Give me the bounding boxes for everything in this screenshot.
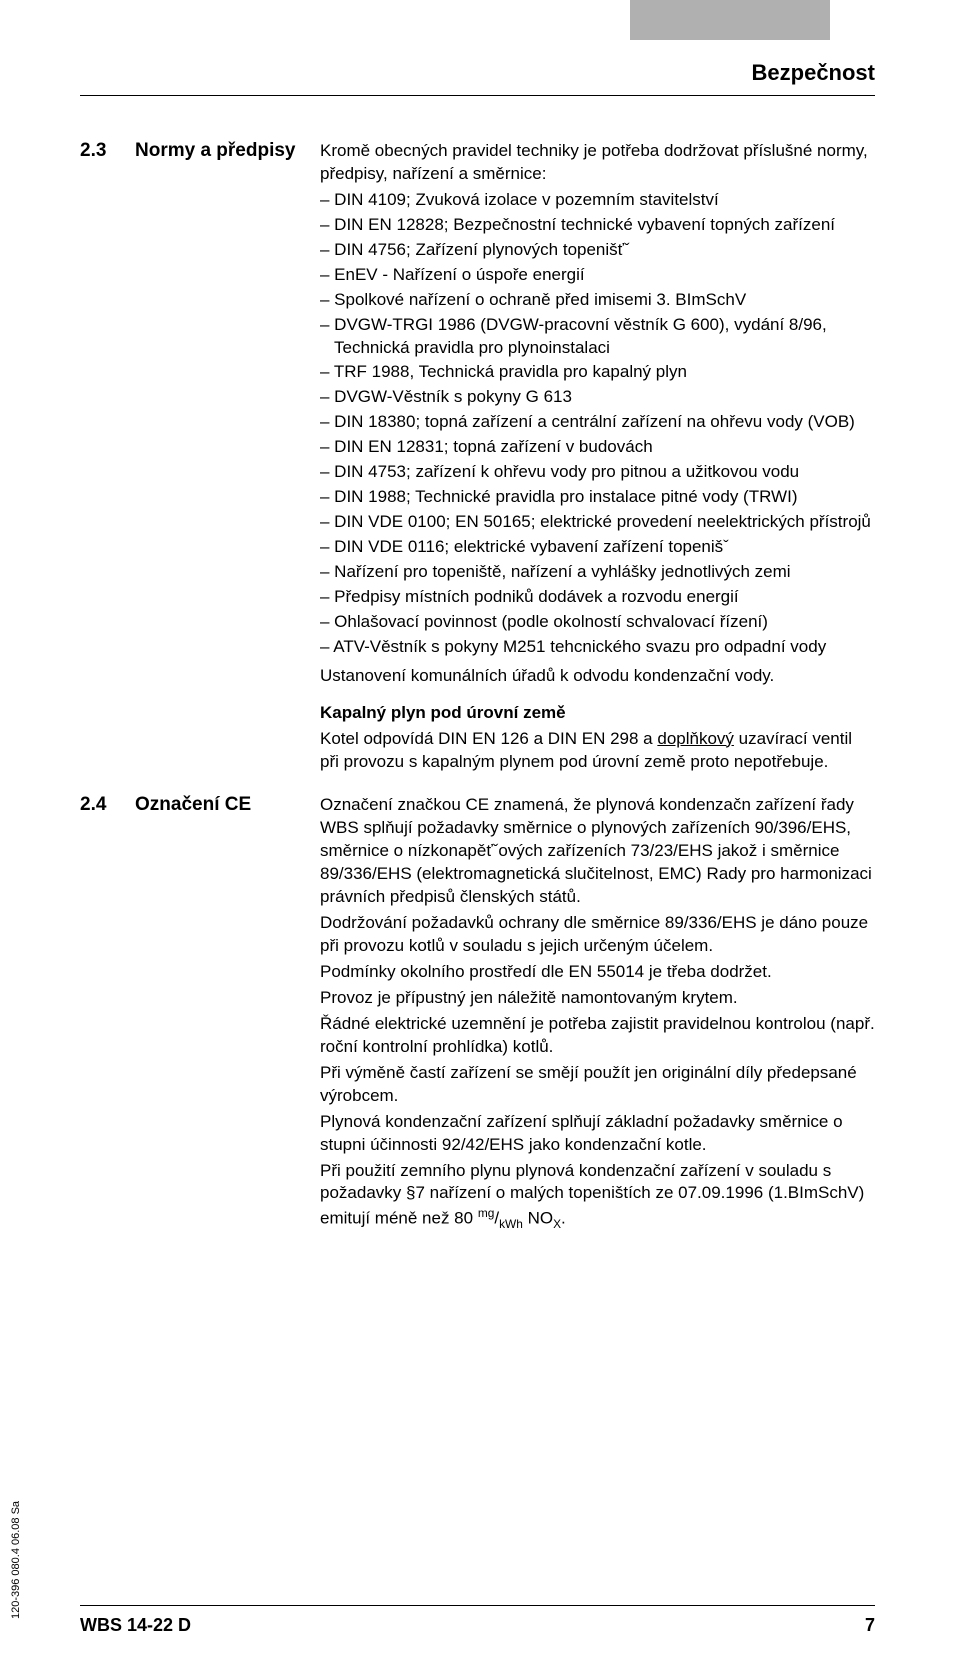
text-fragment: Při použití zemního plynu plynová konden… xyxy=(320,1161,864,1229)
content-area: 2.3 Normy a předpisy Kromě obecných prav… xyxy=(80,140,875,1253)
list-item: – ATV-Věstník s pokyny M251 tehcnického … xyxy=(320,636,875,659)
list-item: – DIN 4753; zařízení k ohřevu vody pro p… xyxy=(320,461,875,484)
section-number: 2.3 xyxy=(80,140,135,776)
section-body: Označení značkou CE znamená, že plynová … xyxy=(320,794,875,1235)
spine-text: 120-396 080.4 06.08 Sa xyxy=(10,1501,22,1619)
list-item: – Nařízení pro topeniště, nařízení a vyh… xyxy=(320,561,875,584)
list-item: – DVGW-TRGI 1986 (DVGW-pracovní věstník … xyxy=(320,314,875,360)
section-title: Normy a předpisy xyxy=(135,140,320,776)
section-2-4: 2.4 Označení CE Označení značkou CE znam… xyxy=(80,794,875,1235)
list-item: – Spolkové nařízení o ochraně před imise… xyxy=(320,289,875,312)
section-2-3: 2.3 Normy a předpisy Kromě obecných prav… xyxy=(80,140,875,776)
list-item: – DIN EN 12828; Bezpečnostní technické v… xyxy=(320,214,875,237)
list-item: – DIN VDE 0116; elektrické vybavení zaří… xyxy=(320,536,875,559)
paragraph: Dodržování požadavků ochrany dle směrnic… xyxy=(320,912,875,958)
paragraph: Plynová kondenzační zařízení splňují zák… xyxy=(320,1111,875,1157)
list-item: – Ohlašovací povinnost (podle okolností … xyxy=(320,611,875,634)
list-item: – Předpisy místních podniků dodávek a ro… xyxy=(320,586,875,609)
closing-text: Ustanovení komunálních úřadů k odvodu ko… xyxy=(320,665,875,688)
intro-text: Kromě obecných pravidel techniky je potř… xyxy=(320,140,875,186)
page-header-title: Bezpečnost xyxy=(752,60,875,86)
subheading: Kapalný plyn pod úrovní země xyxy=(320,702,875,725)
header-rule xyxy=(80,95,875,96)
text-fragment: . xyxy=(561,1209,566,1228)
emission-paragraph: Při použití zemního plynu plynová konden… xyxy=(320,1160,875,1233)
paragraph: Provoz je přípustný jen náležitě namonto… xyxy=(320,987,875,1010)
underlined-text: doplňkový xyxy=(657,729,734,748)
paragraph: Označení značkou CE znamená, že plynová … xyxy=(320,794,875,909)
section-title: Označení CE xyxy=(135,794,320,1235)
section-body: Kromě obecných pravidel techniky je potř… xyxy=(320,140,875,776)
header-gray-box xyxy=(630,0,830,40)
text-fragment: Kotel odpovídá DIN EN 126 a DIN EN 298 a xyxy=(320,729,657,748)
list-item: – DIN 1988; Technické pravidla pro insta… xyxy=(320,486,875,509)
list-item: – EnEV - Nařízení o úspoře energií xyxy=(320,264,875,287)
section-number: 2.4 xyxy=(80,794,135,1235)
list-item: – DIN VDE 0100; EN 50165; elektrické pro… xyxy=(320,511,875,534)
list-item: – DIN 4109; Zvuková izolace v pozemním s… xyxy=(320,189,875,212)
paragraph: Při výměně častí zařízení se smějí použí… xyxy=(320,1062,875,1108)
footer-rule xyxy=(80,1605,875,1606)
list-item: – DIN EN 12831; topná zařízení v budovác… xyxy=(320,436,875,459)
superscript: mg xyxy=(478,1206,495,1220)
subscript: kWh xyxy=(499,1217,523,1231)
paragraph: Podmínky okolního prostředí dle EN 55014… xyxy=(320,961,875,984)
paragraph: Řádné elektrické uzemnění je potřeba zaj… xyxy=(320,1013,875,1059)
list-item: – DVGW-Věstník s pokyny G 613 xyxy=(320,386,875,409)
footer-model: WBS 14-22 D xyxy=(80,1615,191,1636)
text-fragment: NO xyxy=(523,1209,553,1228)
list-item: – DIN 18380; topná zařízení a centrální … xyxy=(320,411,875,434)
subscript: X xyxy=(553,1217,561,1231)
list-item: – DIN 4756; Zařízení plynových topenišťˇ xyxy=(320,239,875,262)
footer-page-number: 7 xyxy=(865,1615,875,1636)
list-item: – TRF 1988, Technická pravidla pro kapal… xyxy=(320,361,875,384)
sub-paragraph: Kotel odpovídá DIN EN 126 a DIN EN 298 a… xyxy=(320,728,875,774)
